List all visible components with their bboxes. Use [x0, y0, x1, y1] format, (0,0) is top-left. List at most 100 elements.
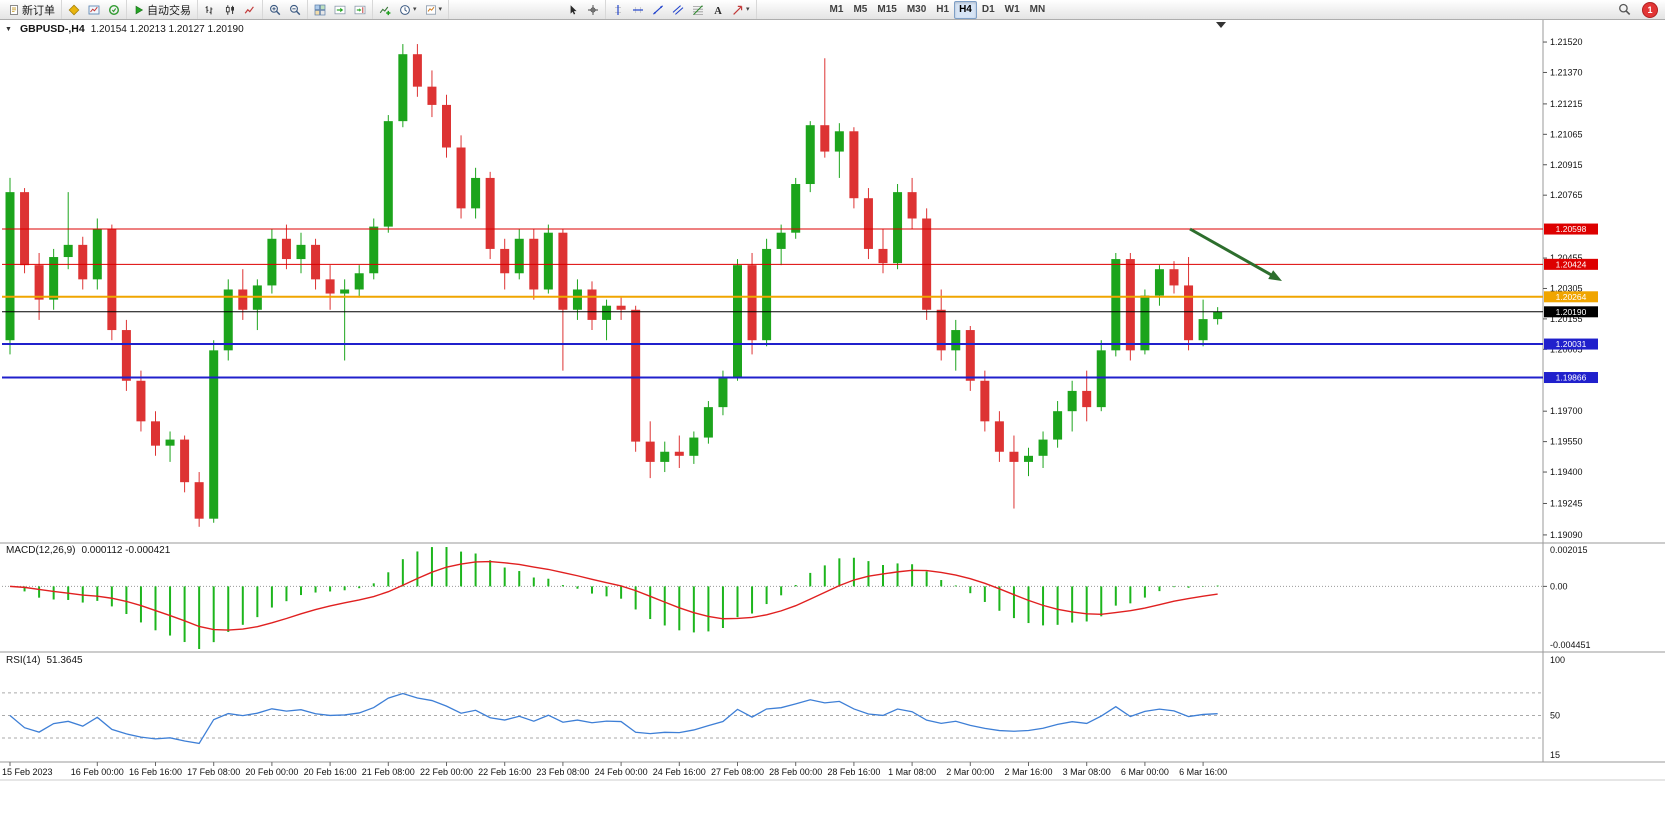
candlestick-chart-button[interactable] — [220, 1, 240, 19]
svg-text:24 Feb 16:00: 24 Feb 16:00 — [653, 767, 706, 777]
toolbar: 新订单 自动交易 ▾ ▾ A ▾ M1 M5 M15 M30 H1 H4 D1 W1 MN 1 — [0, 0, 1665, 20]
collapse-icon[interactable]: ▼ — [5, 25, 12, 33]
new-order-button[interactable]: 新订单 — [4, 1, 59, 19]
new-chart-button[interactable] — [84, 1, 104, 19]
svg-text:1.20031: 1.20031 — [1556, 339, 1587, 349]
rsi-panel[interactable]: 100 50 15 — [2, 655, 1565, 760]
timeframe-button-d1[interactable]: D1 — [981, 4, 995, 15]
channel-icon — [672, 4, 684, 15]
fibo-icon — [693, 4, 704, 15]
price-axis[interactable]: 1.21520 1.21370 1.21215 1.21065 1.20915 1.207… — [1543, 37, 1583, 540]
autotrading-group: 自动交易 — [127, 0, 198, 19]
macd-panel[interactable]: 0.002015 0.00 -0.004451 — [2, 545, 1591, 650]
svg-text:1.20424: 1.20424 — [1556, 259, 1587, 269]
svg-text:0.002015: 0.002015 — [1550, 545, 1588, 555]
svg-text:1.21370: 1.21370 — [1550, 67, 1583, 77]
indicators-button[interactable] — [375, 1, 395, 19]
timeframe-button-m30[interactable]: M30 — [906, 4, 927, 15]
chart-icon — [88, 5, 100, 14]
market-watch-button[interactable] — [64, 1, 84, 19]
svg-text:27 Feb 08:00: 27 Feb 08:00 — [711, 767, 764, 777]
svg-text:3 Mar 08:00: 3 Mar 08:00 — [1063, 767, 1111, 777]
indicator-group: ▾ ▾ — [373, 0, 450, 19]
chart-shift-button[interactable] — [350, 1, 370, 19]
crosshair-button[interactable] — [583, 1, 603, 19]
svg-text:100: 100 — [1550, 655, 1565, 665]
window-group — [62, 0, 127, 19]
svg-text:1.19400: 1.19400 — [1550, 467, 1583, 477]
text-button[interactable]: A — [708, 1, 728, 19]
ind-icon — [379, 6, 391, 15]
svg-text:1.19700: 1.19700 — [1550, 406, 1583, 416]
timeframe-button-mn[interactable]: MN — [1029, 4, 1046, 15]
svg-text:15: 15 — [1550, 750, 1560, 760]
svg-text:17 Feb 08:00: 17 Feb 08:00 — [187, 767, 240, 777]
autotrading-button-label: 自动交易 — [147, 4, 191, 17]
trend-arrow[interactable] — [1189, 227, 1282, 281]
chart-window: 1.21520 1.21370 1.21215 1.21065 1.20915 1.207… — [0, 19, 1665, 836]
linechart-icon — [244, 5, 254, 14]
zoom-in-button[interactable] — [265, 1, 285, 19]
price-chart[interactable]: 1.21520 1.21370 1.21215 1.21065 1.20915 1.207… — [0, 19, 1665, 836]
svg-text:1.20190: 1.20190 — [1556, 307, 1587, 317]
templates-button[interactable]: ▾ — [421, 1, 447, 19]
fibonacci-button[interactable] — [688, 1, 708, 19]
svg-text:1.19866: 1.19866 — [1556, 373, 1587, 383]
zoomin-icon — [270, 4, 281, 15]
svg-text:21 Feb 08:00: 21 Feb 08:00 — [362, 767, 415, 777]
clock-icon — [400, 4, 410, 15]
bar-chart-button[interactable] — [200, 1, 220, 19]
chart-shift-marker[interactable] — [1216, 22, 1226, 28]
bars-icon — [205, 5, 213, 14]
vertical-line-button[interactable] — [608, 1, 628, 19]
trendline-button[interactable] — [648, 1, 668, 19]
svg-text:1.21215: 1.21215 — [1550, 99, 1583, 109]
timeframe-button-h4[interactable]: H4 — [954, 0, 977, 19]
price-level-badge — [1544, 223, 1598, 235]
horizontal-lines[interactable]: 1.20598 1.20424 1.20264 1.20190 1.20031 1.198… — [2, 223, 1598, 384]
toolbar-right: 1 — [1614, 1, 1665, 19]
chart-type-group — [198, 0, 263, 19]
timeframe-button-m5[interactable]: M5 — [853, 4, 868, 15]
refresh-button[interactable] — [104, 1, 124, 19]
textt-icon: A — [714, 6, 722, 16]
candles-icon — [225, 4, 234, 15]
gold-icon — [68, 4, 80, 15]
svg-text:23 Feb 08:00: 23 Feb 08:00 — [536, 767, 589, 777]
auto-scroll-button[interactable] — [330, 1, 350, 19]
crosshair-icon — [588, 4, 599, 15]
tile-windows-button[interactable] — [310, 1, 330, 19]
time-axis[interactable]: 15 Feb 2023 16 Feb 00:00 16 Feb 16:00 17 Fe… — [2, 762, 1227, 777]
svg-text:16 Feb 16:00: 16 Feb 16:00 — [129, 767, 182, 777]
svg-text:0.00: 0.00 — [1550, 581, 1568, 591]
svg-text:1.20598: 1.20598 — [1556, 224, 1587, 234]
price-level-badge — [1544, 372, 1598, 384]
svg-text:1.20155: 1.20155 — [1550, 314, 1583, 324]
timeframe-button-w1[interactable]: W1 — [1004, 4, 1020, 15]
svg-text:1.20915: 1.20915 — [1550, 160, 1583, 170]
price-level-badge — [1544, 306, 1598, 318]
zoom-out-button[interactable] — [285, 1, 305, 19]
svg-text:1.20264: 1.20264 — [1556, 292, 1587, 302]
new-order-button-label: 新订单 — [22, 4, 55, 17]
cursor-button[interactable] — [563, 1, 583, 19]
hline-icon — [633, 6, 644, 13]
notification-badge[interactable]: 1 — [1642, 1, 1658, 18]
svg-text:6 Mar 16:00: 6 Mar 16:00 — [1179, 767, 1227, 777]
autotrading-button[interactable]: 自动交易 — [129, 1, 195, 19]
drawing-group: A ▾ — [606, 0, 757, 19]
line-chart-button[interactable] — [240, 1, 260, 19]
search-button[interactable] — [1614, 1, 1635, 19]
timeframe-button-h1[interactable]: H1 — [936, 4, 950, 15]
arrows-button[interactable]: ▾ — [728, 1, 754, 19]
order-group: 新订单 — [2, 0, 62, 19]
periods-button[interactable]: ▾ — [395, 1, 421, 19]
timeframe-button-m15[interactable]: M15 — [877, 4, 897, 15]
horizontal-line-button[interactable] — [628, 1, 648, 19]
scroll-icon — [334, 5, 346, 14]
svg-text:28 Feb 00:00: 28 Feb 00:00 — [769, 767, 822, 777]
timeframe-button-m1[interactable]: M1 — [829, 4, 844, 15]
svg-text:20 Feb 00:00: 20 Feb 00:00 — [245, 767, 298, 777]
channel-button[interactable] — [668, 1, 688, 19]
price-level-badge — [1544, 338, 1598, 350]
